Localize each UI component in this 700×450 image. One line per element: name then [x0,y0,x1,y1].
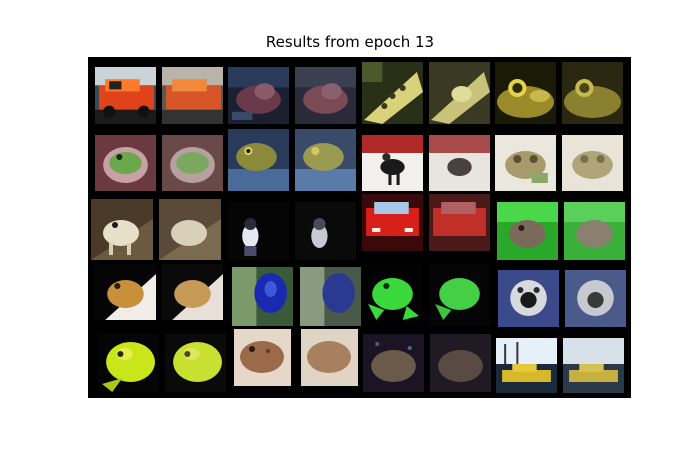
green-frog-black-original [362,264,423,326]
frog-white-bg-reconstruction [562,135,623,191]
frog-dark-reconstruction [295,67,356,124]
frog-sand-original [234,329,291,386]
frog-brown-reconstruction [159,199,221,260]
yellow-car-harbor-reconstruction [563,338,624,393]
yellow-frog-reconstruction [165,334,226,392]
frog-orange-original [95,264,156,320]
frog-night-reconstruction [430,334,491,392]
frog-orange-reconstruction [162,264,223,320]
frog-sand-reconstruction [301,329,358,386]
blue-beetle-reconstruction [300,267,361,326]
green-frog-on-hand-original [95,135,156,191]
green-frog-black-reconstruction [429,264,490,326]
red-car-front-original [362,194,423,251]
red-car-front-reconstruction [429,194,490,251]
frog-on-rock-original [228,129,289,191]
frog-face-blue-original [498,270,559,327]
red-car-original [95,67,156,124]
frog-brown-original [91,199,153,260]
yellow-car-harbor-original [496,338,557,393]
green-frog-leaves-reconstruction [564,202,625,260]
dog-dark-original [228,202,289,260]
figure-title: Results from epoch 13 [265,33,435,51]
horse-rider-reconstruction [429,135,490,191]
blue-beetle-original [232,267,293,326]
frog-yellow-spotted-reconstruction [429,62,490,124]
yellow-frog-original [98,334,159,392]
frog-night-original [363,334,424,392]
frog-eye-closeup-original [495,62,556,124]
frog-white-bg-original [495,135,556,191]
frog-on-rock-reconstruction [295,129,356,191]
frog-dark-original [228,67,289,124]
green-frog-on-hand-reconstruction [162,135,223,191]
frog-face-blue-reconstruction [565,270,626,327]
green-frog-leaves-original [497,202,558,260]
red-car-reconstruction [162,67,223,124]
image-grid [88,57,631,398]
horse-rider-original [362,135,423,191]
frog-yellow-spotted-original [362,62,423,124]
dog-dark-reconstruction [295,202,356,260]
frog-eye-closeup-reconstruction [562,62,623,124]
